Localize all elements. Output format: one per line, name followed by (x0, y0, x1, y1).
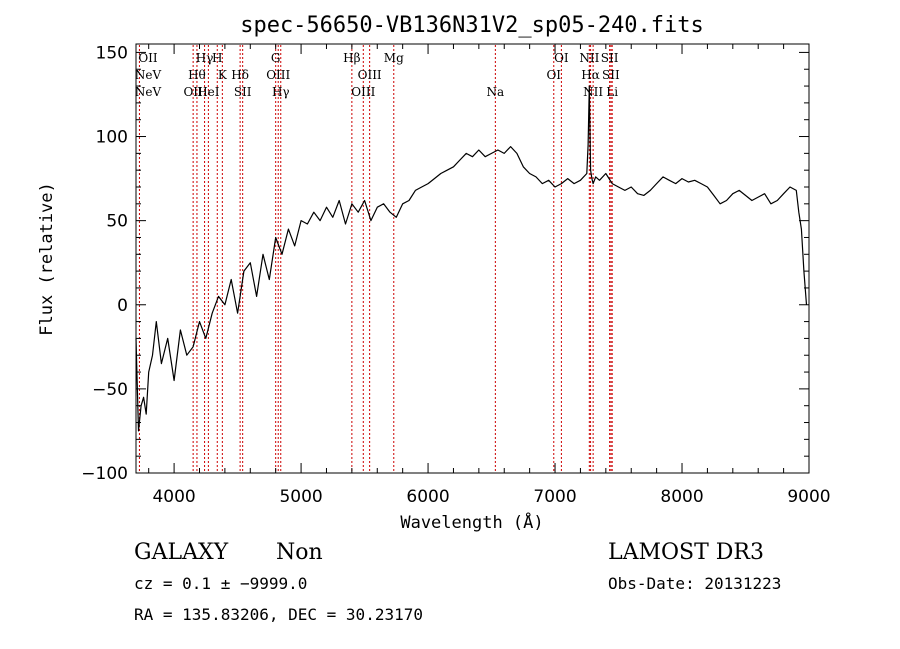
line-label-0: NeV (135, 68, 162, 82)
obs-date: Obs-Date: 20131223 (608, 574, 781, 593)
line-label-19: OI (546, 68, 561, 82)
y-tick-label-4: 100 (96, 128, 128, 148)
x-tick-label-5: 9000 (787, 487, 830, 507)
coordinates-readout: RA = 135.83206, DEC = 30.23170 (134, 605, 423, 624)
plot-frame (135, 43, 810, 474)
line-label-3: OII (183, 85, 203, 99)
line-label-6: HeI (197, 85, 220, 99)
y-axis-ticks: −100 −50 0 50 100 150 (81, 43, 809, 484)
line-label-2: OII (138, 51, 158, 65)
line-label-9: Hδ (231, 68, 249, 82)
line-label-7: H (212, 51, 222, 65)
line-label-23: NII (583, 85, 603, 99)
survey-name: LAMOST DR3 (608, 540, 764, 565)
y-tick-label-1: −50 (92, 380, 128, 400)
line-label-20: OI (554, 51, 569, 65)
line-label-18: Na (487, 85, 505, 99)
y-tick-label-5: 150 (96, 43, 128, 63)
x-axis-label: Wavelength (Å) (400, 511, 543, 533)
x-axis-ticks: 4000 5000 6000 7000 8000 9000 (148, 44, 831, 507)
line-label-13: Hγ (272, 85, 290, 99)
y-tick-label-0: −100 (81, 464, 128, 484)
line-label-14: Hβ (343, 51, 360, 65)
line-label-12: OIII (266, 68, 290, 82)
line-label-8: K (218, 68, 228, 82)
y-axis-label: Flux (relative) (37, 182, 57, 336)
spectrum-series (135, 85, 808, 432)
x-tick-label-3: 7000 (533, 487, 576, 507)
chart-title: spec-56650-VB136N31V2_sp05-240.fits (240, 13, 704, 38)
line-label-26: Li (606, 85, 618, 99)
x-tick-label-0: 4000 (152, 487, 195, 507)
line-label-21: NII (579, 51, 599, 65)
line-label-11: G (271, 51, 281, 65)
emission-line-markers (138, 45, 613, 472)
line-label-17: Mg (384, 51, 404, 65)
emission-line-labels: NeV NeV OII OII Hθ Hγ HeI HK Hδ SII G OIII Hγ Hβ OIII O… (135, 51, 620, 99)
line-label-16: OIII (358, 68, 382, 82)
redshift-readout: cz = 0.1 ± −9999.0 (134, 574, 307, 593)
object-subclass: Non (276, 540, 323, 565)
line-label-10: SII (234, 85, 252, 99)
y-tick-label-2: 0 (117, 296, 128, 316)
x-tick-label-1: 5000 (279, 487, 322, 507)
line-label-22: Hα (581, 68, 600, 82)
x-tick-label-2: 6000 (406, 487, 449, 507)
line-label-15: OIII (351, 85, 375, 99)
line-label-25: SII (602, 68, 620, 82)
y-tick-label-3: 50 (106, 212, 128, 232)
x-tick-label-4: 8000 (660, 487, 703, 507)
line-label-5: Hγ (196, 51, 214, 65)
line-label-4: Hθ (188, 68, 206, 82)
series-line-0 (135, 85, 808, 432)
line-label-1: NeV (135, 85, 162, 99)
object-class: GALAXY (134, 540, 229, 565)
line-label-24: SII (601, 51, 619, 65)
